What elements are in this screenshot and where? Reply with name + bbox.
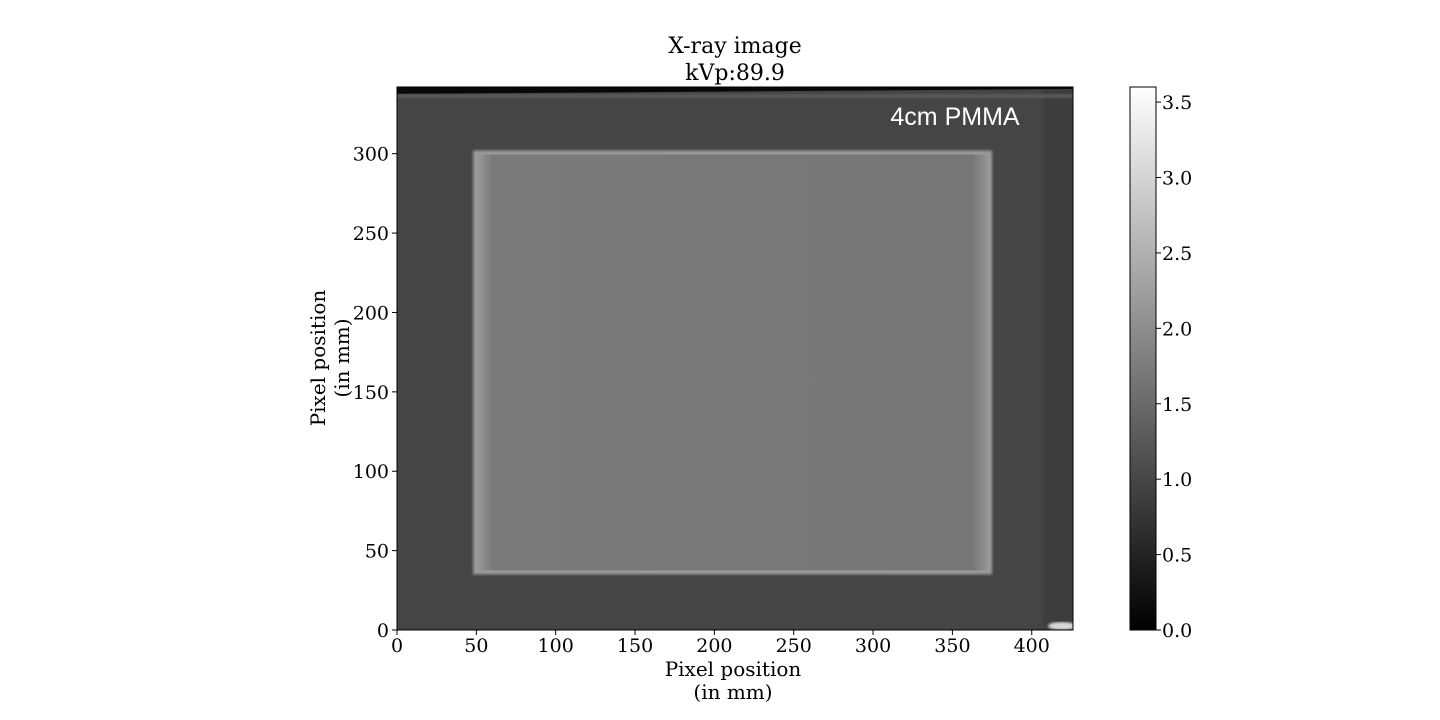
y-axis-label-unit: (in mm) [330,318,354,397]
y-axis-ticks: 0 50 100 150 200 250 300 [353,144,397,642]
colorbar-tick-label: 3.5 [1162,92,1192,114]
x-axis-label: Pixel position [665,657,802,681]
y-tick-label: 300 [353,144,389,166]
x-axis-ticks: 0 50 100 150 200 250 300 350 400 [391,630,1050,657]
y-tick-label: 50 [365,541,389,563]
x-tick-label: 300 [855,635,891,657]
x-tick-label: 350 [934,635,970,657]
y-axis-label: Pixel position [306,290,330,427]
x-tick-label: 400 [1014,635,1050,657]
colorbar-tick-label: 1.0 [1162,469,1192,491]
chart-title: X-ray image [668,34,801,59]
x-tick-label: 100 [538,635,574,657]
colorbar-tick-label: 2.0 [1162,318,1192,340]
image-area: 4cm PMMA [397,87,1073,630]
right-edge-shading [1043,87,1073,630]
x-tick-label: 250 [776,635,812,657]
axes-frame [396,86,1074,631]
colorbar-tick-label: 1.5 [1162,394,1192,416]
colorbar [1129,86,1157,631]
y-tick-label: 250 [353,223,389,245]
x-tick-label: 50 [464,635,488,657]
y-tick-label: 0 [377,620,389,642]
top-bright-band [397,94,1073,98]
colorbar-tick-label: 2.5 [1162,243,1192,265]
x-axis-label-unit: (in mm) [693,680,772,704]
colorbar-ticks: 0.0 0.5 1.0 1.5 2.0 2.5 3.0 3.5 [1156,92,1192,642]
pmma-slab [477,154,989,571]
colorbar-tick-label: 3.0 [1162,168,1192,190]
top-edge-artifact [397,87,1073,94]
x-tick-label: 200 [696,635,732,657]
image-annotation: 4cm PMMA [890,103,1020,131]
y-tick-label: 150 [353,382,389,404]
y-tick-label: 100 [353,461,389,483]
x-tick-label: 150 [617,635,653,657]
y-tick-label: 200 [353,302,389,324]
chart-subtitle: kVp:89.9 [685,61,785,86]
colorbar-tick-label: 0.5 [1162,545,1192,567]
x-tick-label: 0 [391,635,403,657]
colorbar-tick-label: 0.0 [1162,620,1192,642]
bottom-right-artifact [1048,622,1073,630]
